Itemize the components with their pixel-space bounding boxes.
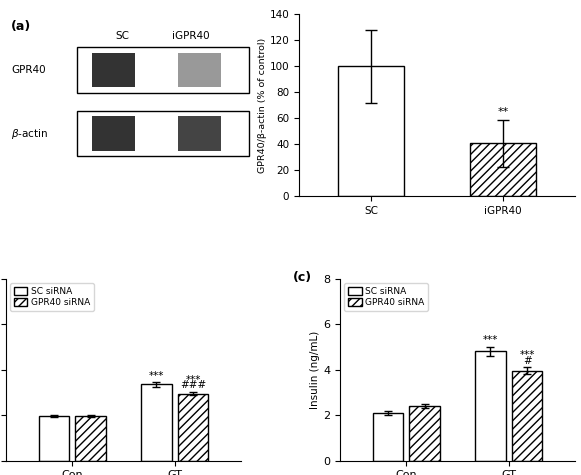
Text: ***: *** [483, 335, 498, 345]
Text: ***: *** [149, 370, 164, 380]
Text: SC: SC [116, 31, 130, 41]
Bar [141, 384, 171, 461]
Bar [475, 352, 505, 461]
Bar [178, 394, 209, 461]
Bar [410, 406, 440, 461]
FancyBboxPatch shape [77, 47, 249, 93]
Bar [38, 416, 69, 461]
FancyBboxPatch shape [77, 111, 249, 156]
Bar [372, 413, 403, 461]
Legend: SC siRNA, GPR40 siRNA: SC siRNA, GPR40 siRNA [345, 283, 428, 311]
Text: ***: *** [519, 350, 535, 360]
Legend: SC siRNA, GPR40 siRNA: SC siRNA, GPR40 siRNA [10, 283, 94, 311]
Bar [512, 371, 543, 461]
Text: (a): (a) [11, 20, 31, 33]
Y-axis label: Insulin (ng/mL): Insulin (ng/mL) [310, 331, 320, 409]
FancyBboxPatch shape [92, 53, 135, 87]
FancyBboxPatch shape [178, 116, 221, 151]
Text: **: ** [497, 107, 508, 117]
Text: #: # [523, 355, 532, 366]
Bar [470, 143, 536, 197]
Text: (c): (c) [293, 271, 312, 284]
Text: $\beta$-actin: $\beta$-actin [11, 127, 48, 141]
Bar [338, 66, 404, 197]
Bar [76, 416, 106, 461]
FancyBboxPatch shape [178, 53, 221, 87]
FancyBboxPatch shape [92, 116, 135, 151]
Text: ***: *** [185, 375, 200, 385]
Y-axis label: GPR40/β-actin (% of control): GPR40/β-actin (% of control) [257, 38, 267, 173]
Text: GPR40: GPR40 [11, 65, 45, 75]
Text: iGPR40: iGPR40 [172, 31, 210, 41]
Text: ###: ### [180, 380, 206, 390]
